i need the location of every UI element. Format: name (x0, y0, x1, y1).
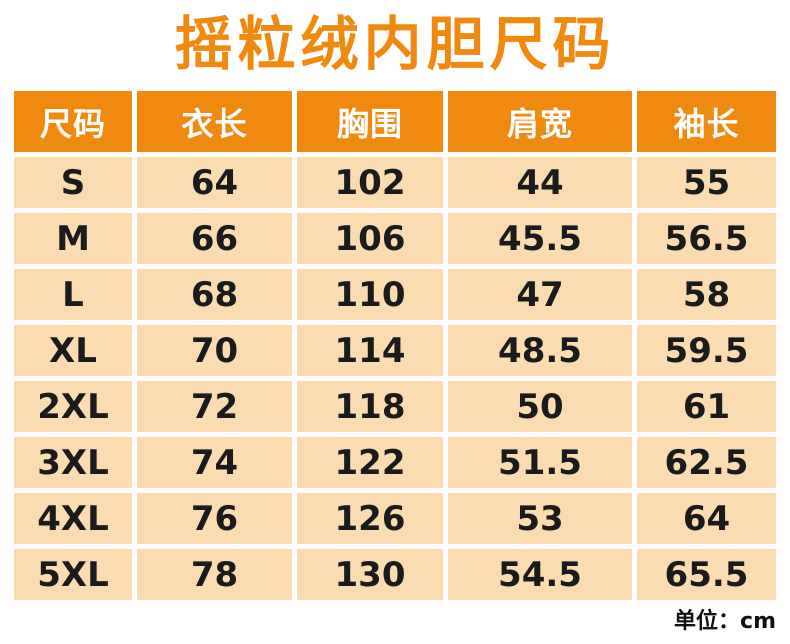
table-cell: 53 (448, 493, 632, 544)
table-cell: 118 (297, 381, 443, 432)
column-header: 袖长 (637, 91, 776, 152)
table-cell: 102 (297, 157, 443, 208)
table-cell: 61 (637, 381, 776, 432)
table-cell: 66 (137, 213, 292, 264)
table-cell: 51.5 (448, 437, 632, 488)
table-cell: 55 (637, 157, 776, 208)
column-header: 胸围 (297, 91, 443, 152)
table-cell: 54.5 (448, 549, 632, 600)
page-title: 摇粒绒内胆尺码 (174, 10, 616, 78)
table-cell: 126 (297, 493, 443, 544)
table-cell: 65.5 (637, 549, 776, 600)
table-cell: 64 (637, 493, 776, 544)
row-size-label: M (14, 213, 132, 264)
table-cell: 59.5 (637, 325, 776, 376)
row-size-label: 5XL (14, 549, 132, 600)
table-cell: 106 (297, 213, 443, 264)
table-cell: 56.5 (637, 213, 776, 264)
row-size-label: XL (14, 325, 132, 376)
table-cell: 68 (137, 269, 292, 320)
size-table: 尺码 衣长 胸围 肩宽 袖长 S 64 102 44 55 M 66 106 45.5 56.5 L 68 110… (14, 91, 776, 600)
table-cell: 58 (637, 269, 776, 320)
unit-note: 单位：cm (674, 609, 776, 634)
table-cell: 64 (137, 157, 292, 208)
row-size-label: S (14, 157, 132, 208)
table-cell: 74 (137, 437, 292, 488)
table-cell: 47 (448, 269, 632, 320)
table-cell: 62.5 (637, 437, 776, 488)
column-header: 衣长 (137, 91, 292, 152)
table-cell: 45.5 (448, 213, 632, 264)
table-cell: 78 (137, 549, 292, 600)
table-cell: 48.5 (448, 325, 632, 376)
table-cell: 130 (297, 549, 443, 600)
table-cell: 114 (297, 325, 443, 376)
row-size-label: L (14, 269, 132, 320)
column-header: 尺码 (14, 91, 132, 152)
table-cell: 44 (448, 157, 632, 208)
table-cell: 110 (297, 269, 443, 320)
table-cell: 70 (137, 325, 292, 376)
row-size-label: 4XL (14, 493, 132, 544)
table-cell: 122 (297, 437, 443, 488)
table-cell: 50 (448, 381, 632, 432)
row-size-label: 2XL (14, 381, 132, 432)
row-size-label: 3XL (14, 437, 132, 488)
column-header: 肩宽 (448, 91, 632, 152)
table-cell: 72 (137, 381, 292, 432)
table-cell: 76 (137, 493, 292, 544)
